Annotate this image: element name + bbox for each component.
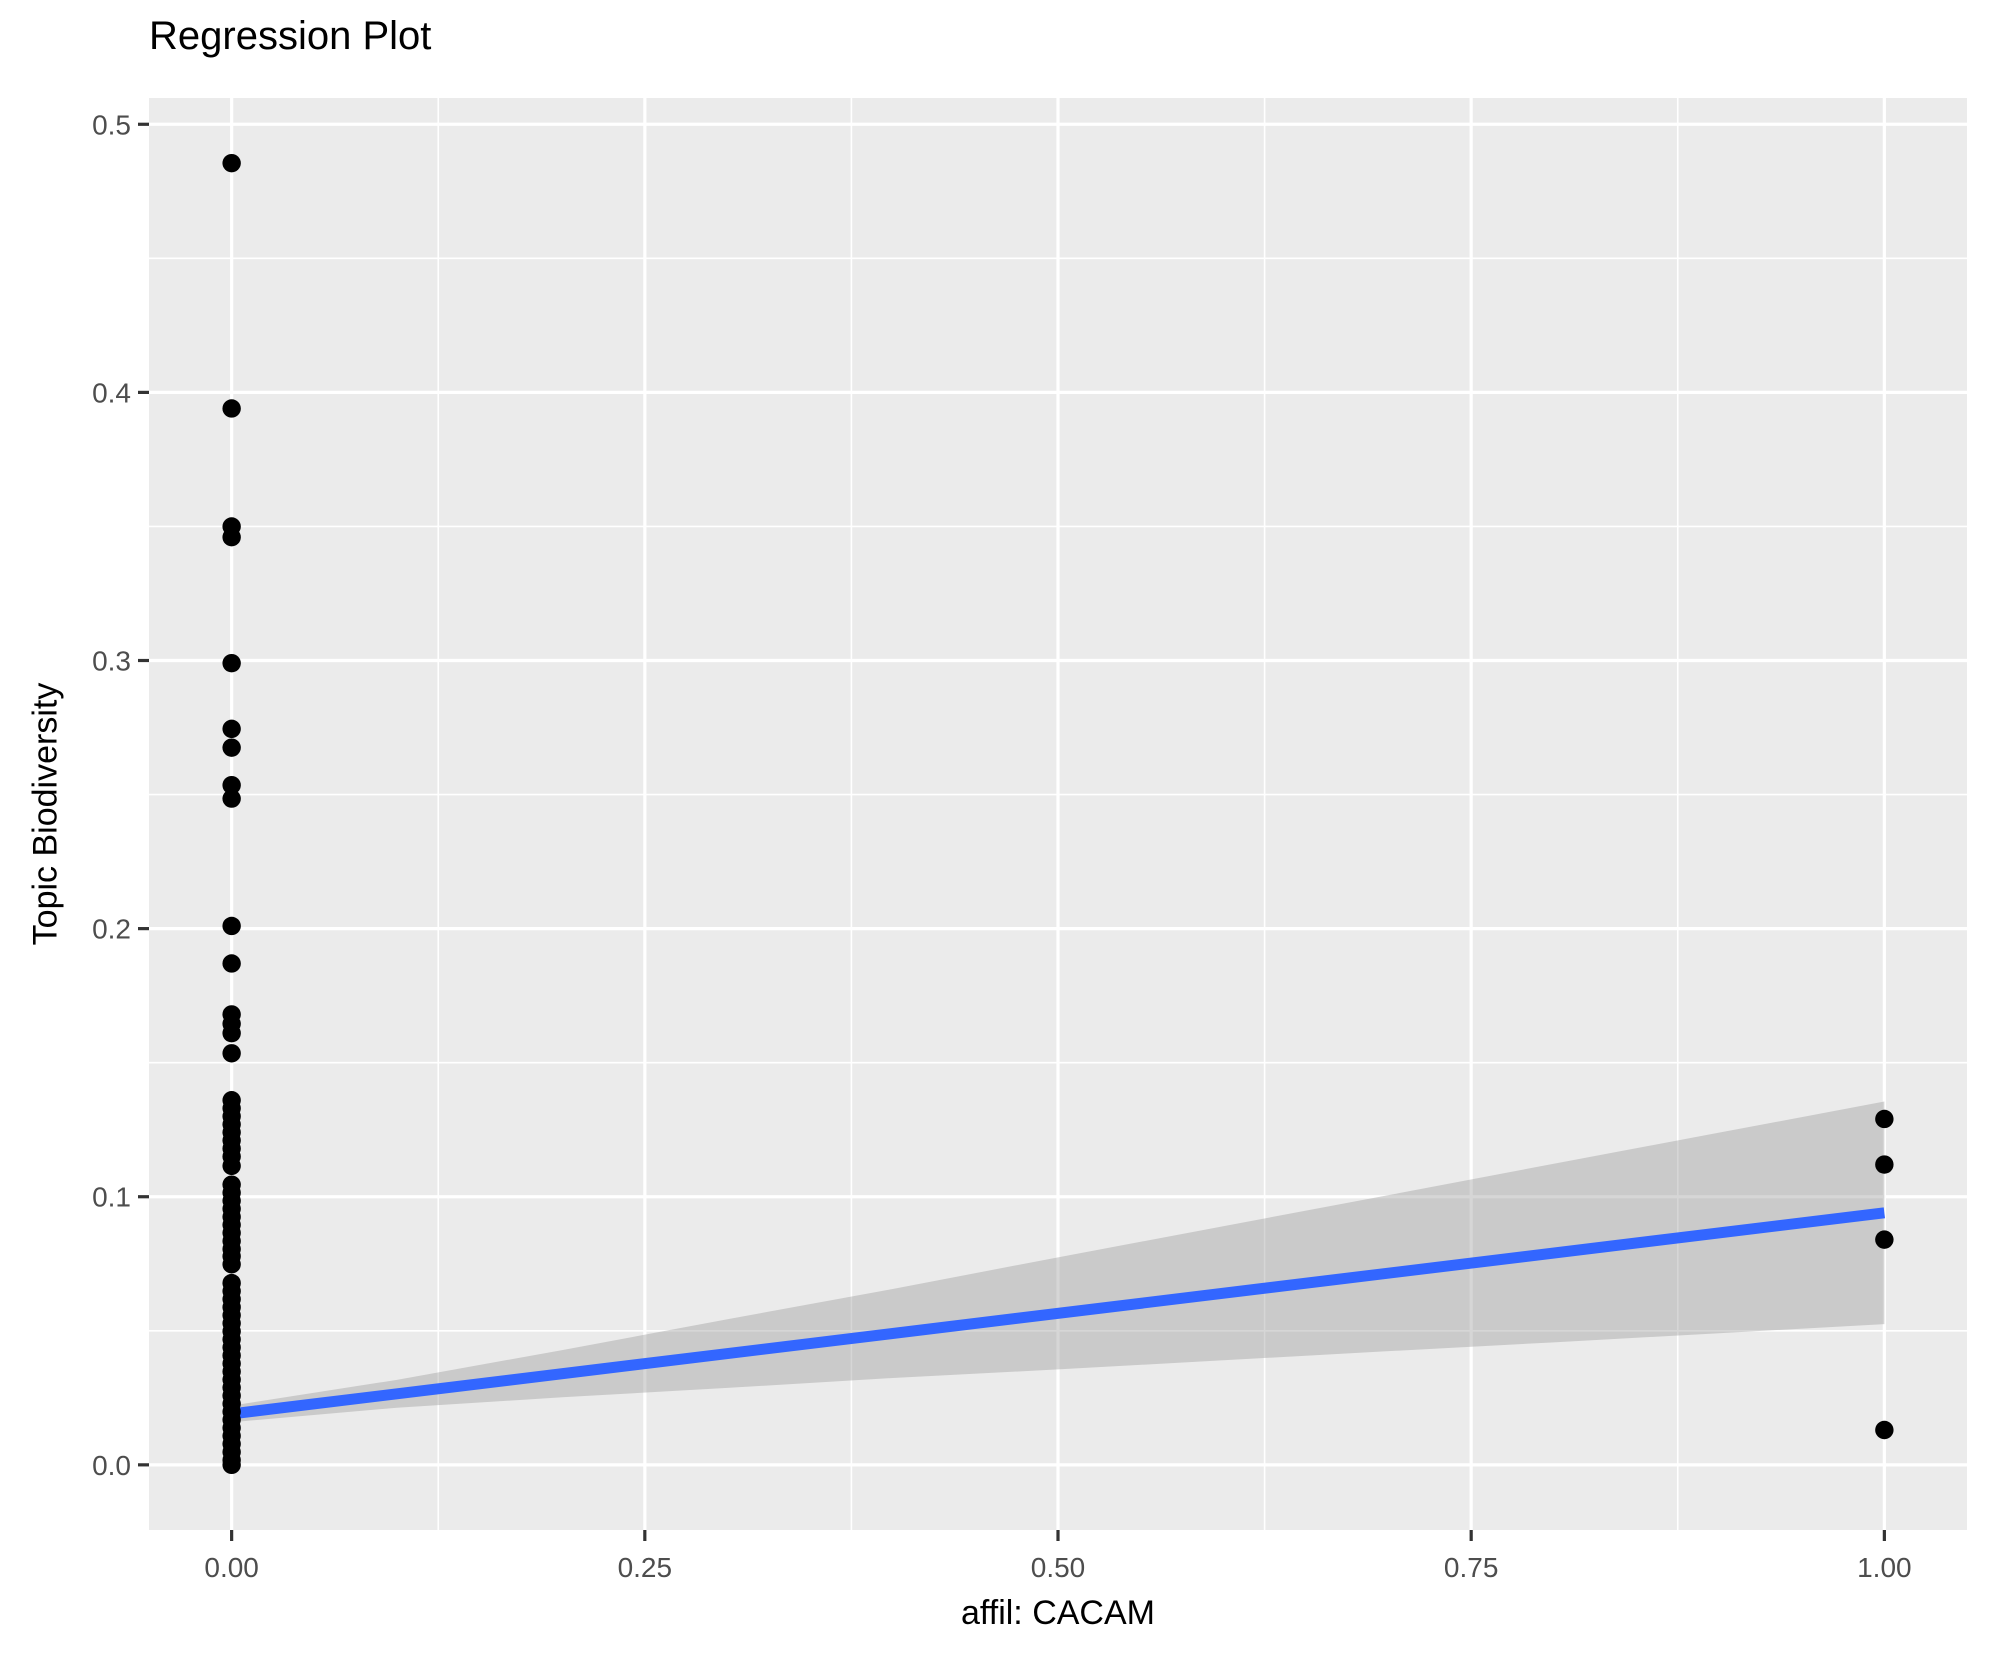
data-point: [1875, 1109, 1894, 1129]
data-point: [222, 527, 241, 547]
data-point: [1875, 1420, 1894, 1440]
data-point: [222, 1156, 241, 1176]
data-point: [1875, 1230, 1894, 1249]
x-tick-label: 0.75: [1444, 1552, 1499, 1583]
y-tick-label: 0.1: [92, 1182, 131, 1213]
data-point: [222, 1455, 241, 1475]
data-point: [222, 719, 241, 739]
y-tick-label: 0.3: [92, 646, 131, 677]
data-point: [222, 399, 241, 418]
data-point: [222, 775, 241, 795]
data-point: [222, 738, 241, 757]
data-point: [222, 789, 241, 808]
data-point: [222, 1255, 241, 1274]
data-point: [222, 1044, 241, 1063]
data-point: [222, 954, 241, 973]
data-point: [222, 653, 241, 673]
data-point: [222, 1023, 241, 1043]
y-tick-label: 0.2: [92, 914, 131, 945]
y-axis-title: Topic Biodiversity: [26, 682, 65, 946]
y-tick-label: 0.4: [92, 377, 131, 408]
regression-line: [230, 1207, 1886, 1420]
plot-title: Regression Plot: [149, 14, 432, 58]
data-point: [1875, 1155, 1894, 1174]
x-tick-label: 0.00: [204, 1552, 259, 1583]
x-tick-label: 0.50: [1031, 1552, 1086, 1583]
x-tick-label: 1.00: [1857, 1552, 1912, 1583]
data-point: [222, 916, 241, 936]
data-point: [222, 153, 241, 173]
x-tick-label: 0.25: [618, 1552, 673, 1583]
y-tick-label: 0.5: [92, 109, 131, 140]
confidence-ribbon: [231, 1101, 1885, 1423]
y-tick-label: 0.0: [92, 1450, 131, 1481]
x-axis-title: affil: CACAM: [961, 1594, 1155, 1632]
